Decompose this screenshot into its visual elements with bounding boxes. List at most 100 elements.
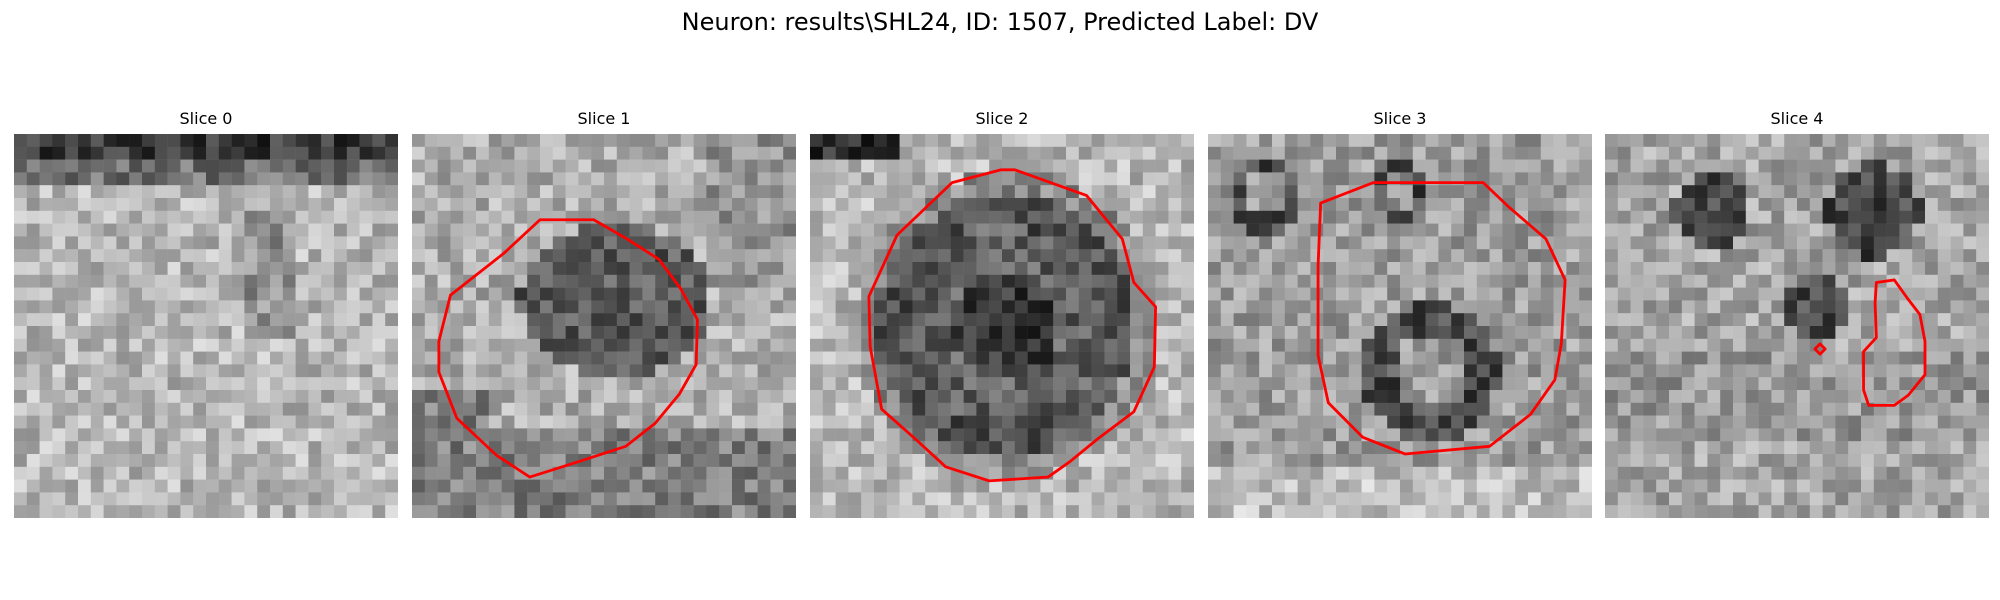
pixel	[1117, 172, 1131, 186]
pixel	[783, 415, 796, 429]
pixel	[412, 249, 426, 263]
pixel	[527, 454, 541, 468]
pixel	[578, 313, 592, 327]
pixel	[257, 223, 271, 237]
pixel	[1464, 351, 1478, 365]
pixel	[1130, 326, 1144, 340]
pixel	[78, 326, 92, 340]
pixel	[359, 134, 373, 148]
pixel	[14, 338, 28, 352]
pixel	[218, 428, 232, 442]
pixel	[899, 172, 913, 186]
pixel	[680, 185, 694, 199]
pixel	[1284, 134, 1298, 148]
pixel	[463, 313, 477, 327]
pixel	[874, 159, 888, 173]
pixel	[1208, 466, 1222, 480]
pixel	[270, 210, 284, 224]
pixel	[848, 326, 862, 340]
pixel	[1566, 274, 1580, 288]
pixel	[706, 146, 720, 160]
pixel	[848, 198, 862, 212]
pixel	[1566, 338, 1580, 352]
pixel	[1425, 505, 1439, 518]
pixel	[642, 185, 656, 199]
pixel	[629, 441, 643, 455]
pixel	[90, 454, 104, 468]
pixel	[757, 159, 771, 173]
pixel	[1963, 198, 1977, 212]
pixel	[218, 134, 232, 148]
pixel	[770, 505, 784, 518]
pixel	[193, 172, 207, 186]
pixel	[1374, 364, 1388, 378]
pixel	[180, 236, 194, 250]
pixel	[1605, 300, 1619, 314]
pixel	[385, 198, 398, 212]
pixel	[1246, 492, 1260, 506]
pixel	[257, 262, 271, 276]
pixel	[244, 441, 258, 455]
pixel	[450, 351, 464, 365]
pixel	[668, 454, 682, 468]
pixel	[655, 185, 669, 199]
pixel	[732, 402, 746, 416]
pixel	[1771, 351, 1785, 365]
pixel	[706, 454, 720, 468]
pixel	[1784, 172, 1798, 186]
pixel	[732, 466, 746, 480]
pixel	[1297, 236, 1311, 250]
pixel	[1937, 364, 1951, 378]
pixel	[848, 479, 862, 493]
pixel	[912, 326, 926, 340]
pixel	[1925, 134, 1939, 148]
pixel	[1643, 210, 1657, 224]
pixel	[1053, 351, 1067, 365]
pixel	[1284, 300, 1298, 314]
pixel	[552, 338, 566, 352]
pixel	[1246, 236, 1260, 250]
pixel	[874, 492, 888, 506]
pixel	[1515, 134, 1529, 148]
pixel	[848, 134, 862, 148]
pixel	[412, 402, 426, 416]
pixel	[989, 262, 1003, 276]
pixel	[616, 159, 630, 173]
pixel	[565, 479, 579, 493]
pixel	[938, 441, 952, 455]
pixel	[1233, 300, 1247, 314]
pixel	[450, 287, 464, 301]
pixel	[1758, 134, 1772, 148]
pixel	[1848, 134, 1862, 148]
pixel	[706, 274, 720, 288]
pixel	[616, 428, 630, 442]
pixel	[925, 454, 939, 468]
pixel	[372, 274, 386, 288]
pixel	[1861, 428, 1875, 442]
pixel	[1464, 390, 1478, 404]
pixel	[1451, 326, 1465, 340]
pixel	[976, 262, 990, 276]
pixel	[193, 492, 207, 506]
pixel	[1336, 505, 1350, 518]
pixel	[1053, 287, 1067, 301]
pixel	[1220, 210, 1234, 224]
pixel	[501, 364, 515, 378]
pixel	[218, 210, 232, 224]
pixel	[346, 300, 360, 314]
pixel	[1886, 377, 1900, 391]
pixel	[1669, 338, 1683, 352]
pixel	[1476, 262, 1490, 276]
pixel	[1515, 198, 1529, 212]
pixel	[1002, 249, 1016, 263]
pixel	[1733, 441, 1747, 455]
pixel	[1899, 428, 1913, 442]
pixel	[1348, 198, 1362, 212]
pixel	[334, 377, 348, 391]
pixel	[1208, 274, 1222, 288]
pixel	[1130, 454, 1144, 468]
pixel	[1950, 159, 1964, 173]
pixel	[193, 236, 207, 250]
pixel	[1656, 287, 1670, 301]
pixel	[282, 134, 296, 148]
